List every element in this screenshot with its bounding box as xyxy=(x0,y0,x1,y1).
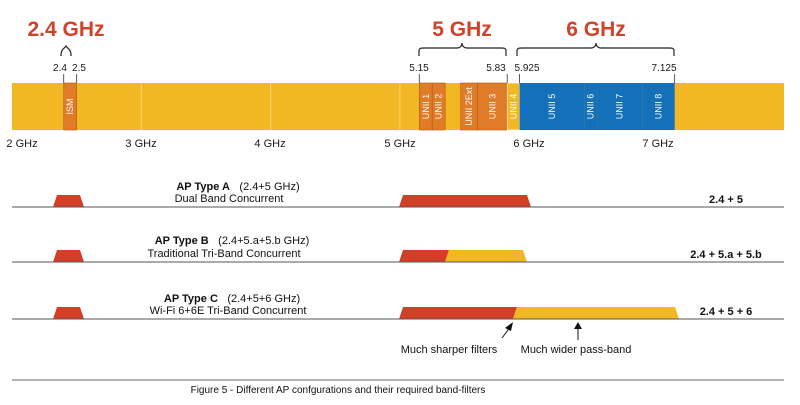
spectrum-block-label: UNII 3 xyxy=(487,94,497,120)
spectrum-block xyxy=(642,83,675,130)
spectrum-block-label: UNII 2Ext xyxy=(464,87,474,126)
ap-type-c-filter-5ghz xyxy=(399,307,517,319)
axis-label-6ghz: 6 GHz xyxy=(513,138,544,150)
ap-type-b-result: 2.4 + 5.a + 5.b xyxy=(690,249,762,261)
band-title-5ghz: 5 GHz xyxy=(432,18,492,41)
axis-label-3ghz: 3 GHz xyxy=(125,138,156,150)
spectrum-block xyxy=(597,83,643,130)
ap-type-b-heading: AP Type B (2.4+5.a+5.b GHz) xyxy=(155,231,310,248)
axis-label-5ghz: 5 GHz xyxy=(384,138,415,150)
spectrum-block-label: UNII 4 xyxy=(508,94,518,120)
ap-type-a-row: AP Type A (2.4+5 GHz) Dual Band Concurre… xyxy=(12,177,784,208)
ap-type-c-range: (2.4+5+6 GHz) xyxy=(227,293,300,305)
spectrum-block-label: UNII 7 xyxy=(615,94,625,120)
ap-type-b-name: AP Type B xyxy=(155,235,209,247)
spectrum-block xyxy=(63,82,77,131)
spectrum-block xyxy=(431,82,446,131)
axis-label-4ghz: 4 GHz xyxy=(254,138,285,150)
ap-type-a-name: AP Type A xyxy=(176,181,230,193)
ap-type-b-range: (2.4+5.a+5.b GHz) xyxy=(218,235,309,247)
ap-type-c-filter-2-4ghz xyxy=(53,307,84,319)
ap-type-b-description: Traditional Tri-Band Concurrent xyxy=(147,248,300,260)
ap-type-c-row: AP Type C (2.4+5+6 GHz) Wi-Fi 6+6E Tri-B… xyxy=(12,289,784,320)
note-wider-passband: Much wider pass-band xyxy=(521,344,632,356)
spectrum-block-label: UNII 1 xyxy=(421,94,431,120)
ap-type-c-heading: AP Type C (2.4+5+6 GHz) xyxy=(164,289,300,306)
ap-type-c-description: Wi-Fi 6+6E Tri-Band Concurrent xyxy=(150,305,307,317)
spectrum-block xyxy=(519,83,585,130)
freq-tick-2-4: 2.4 xyxy=(53,63,67,74)
ap-type-c-name: AP Type C xyxy=(164,293,218,305)
axis-label-2ghz: 2 GHz xyxy=(6,138,37,150)
ap-type-a-filter-2-4ghz xyxy=(53,195,84,207)
band-title-2-4ghz: 2.4 GHz xyxy=(27,18,104,41)
brace-6ghz xyxy=(516,42,675,56)
spectrum-block xyxy=(584,83,598,130)
axis-label-7ghz: 7 GHz xyxy=(642,138,673,150)
arrow-wider-passband xyxy=(574,322,582,340)
ap-type-b-filter-2-4ghz xyxy=(53,250,84,262)
brace-5ghz xyxy=(418,42,507,56)
ap-type-a-result: 2.4 + 5 xyxy=(709,194,743,206)
ap-type-a-description: Dual Band Concurrent xyxy=(175,193,284,205)
freq-tick-5-83: 5.83 xyxy=(486,63,506,74)
ap-type-c-result: 2.4 + 5 + 6 xyxy=(700,306,753,318)
spectrum-block-label: UNII 6 xyxy=(586,94,596,120)
note-sharper-filters: Much sharper filters xyxy=(401,344,498,356)
spectrum-block-label: UNII 2 xyxy=(434,94,444,120)
ap-type-b-filter-5a xyxy=(399,250,449,262)
spectrum-block-label: ISM xyxy=(65,98,75,114)
ap-type-c-filter-6ghz xyxy=(513,307,679,319)
ap-type-a-range: (2.4+5 GHz) xyxy=(239,181,299,193)
ap-type-b-row: AP Type B (2.4+5.a+5.b GHz) Traditional … xyxy=(12,231,784,263)
spectrum-block-label: UNII 8 xyxy=(654,94,664,120)
ap-type-b-filter-5b xyxy=(445,250,527,262)
freq-tick-5-15: 5.15 xyxy=(409,63,429,74)
band-title-6ghz: 6 GHz xyxy=(566,18,626,41)
spectrum-block xyxy=(477,82,508,131)
arrow-sharper-filters xyxy=(501,322,513,339)
ap-type-a-filter-5ghz xyxy=(399,195,531,207)
ap-type-a-heading: AP Type A (2.4+5 GHz) xyxy=(176,177,299,194)
freq-tick-2-5: 2.5 xyxy=(72,63,86,74)
spectrum-bar: ISM UNII 1 UNII 2 UNII 2Ext UNII 3 UNII 4 UNII… xyxy=(12,74,784,131)
freq-tick-7-125: 7.125 xyxy=(651,63,676,74)
spectrum-block-label: UNII 5 xyxy=(547,94,557,120)
freq-tick-5-925: 5.925 xyxy=(514,63,539,74)
brace-2-4ghz xyxy=(60,45,72,57)
figure-caption: Figure 5 - Different AP confgurations an… xyxy=(191,385,486,396)
